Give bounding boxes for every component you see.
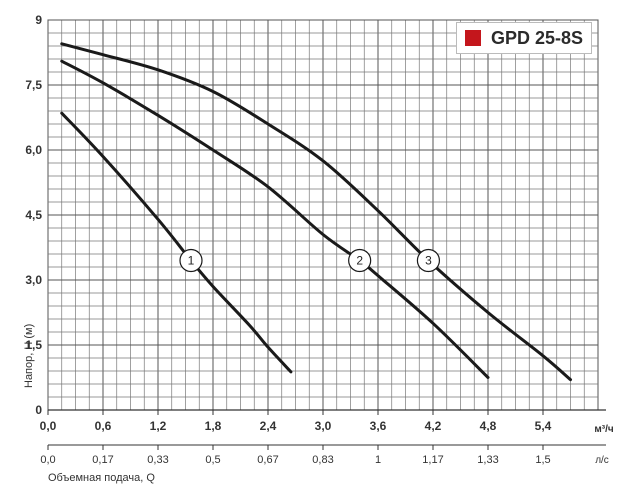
x-tick-label: 4,2: [425, 419, 442, 433]
curve-marker-1: [179, 248, 203, 273]
chart-axes: 0,0 0,6 1,2 1,8 2,4 3,0 3,6 4,2 4,8 5,4 0,0 0,17 0,3…: [23, 13, 614, 484]
x2-tick-label: 1,17: [422, 454, 443, 466]
x-tick-label: 0,6: [95, 419, 112, 433]
chart-grid: [47, 19, 599, 411]
x-tick-label: 1,2: [150, 419, 167, 433]
y-tick-label: 4,5: [25, 208, 42, 222]
x2-tick-label: 0,0: [40, 454, 55, 466]
x-tick-label: 4,8: [480, 419, 497, 433]
y-tick-label: 7,5: [25, 78, 42, 92]
curve-3: [60, 42, 572, 382]
y-axis-title: Напор, H (м): [23, 324, 35, 388]
x-unit-label: м³/ч: [594, 424, 614, 435]
x2-tick-label: 1,5: [535, 454, 550, 466]
model-title: GPD 25-8S: [491, 27, 584, 48]
x-tick-label: 2,4: [260, 419, 277, 433]
chart-labels: 1 2 3: [179, 248, 441, 273]
curve-1: [60, 111, 293, 374]
y-tick-label: 9: [35, 13, 42, 27]
curve-label-3: 3: [425, 254, 432, 268]
x-tick-label: 1,8: [205, 419, 222, 433]
x2-tick-label: 0,5: [205, 454, 220, 466]
x2-tick-label: 1: [375, 454, 381, 466]
y-tick-label: 6,0: [25, 143, 42, 157]
y-tick-label: 1,5: [25, 338, 42, 352]
y-tick-label: 3,0: [25, 273, 42, 287]
x-axis-title: Объемная подача, Q: [48, 472, 155, 484]
x-tick-label: 3,0: [315, 419, 332, 433]
curve-2: [60, 59, 490, 379]
y-tick-label: 0: [35, 403, 42, 417]
curve-label-1: 1: [188, 254, 195, 268]
x2-unit-label: л/с: [595, 455, 609, 466]
x2-tick-label: 0,83: [312, 454, 333, 466]
x-tick-label: 3,6: [370, 419, 387, 433]
x2-tick-label: 0,33: [147, 454, 168, 466]
curve-marker-2: [348, 248, 372, 273]
x2-tick-label: 0,17: [92, 454, 113, 466]
model-color-swatch: [465, 30, 481, 46]
x2-tick-label: 0,67: [257, 454, 278, 466]
chart-curves: [60, 42, 572, 382]
x-tick-label: 0,0: [40, 419, 57, 433]
model-legend: GPD 25-8S: [456, 22, 592, 54]
curve-marker-3: [416, 248, 441, 273]
curve-label-2: 2: [356, 254, 363, 268]
x2-tick-label: 1,33: [477, 454, 498, 466]
x-tick-label: 5,4: [535, 419, 552, 433]
